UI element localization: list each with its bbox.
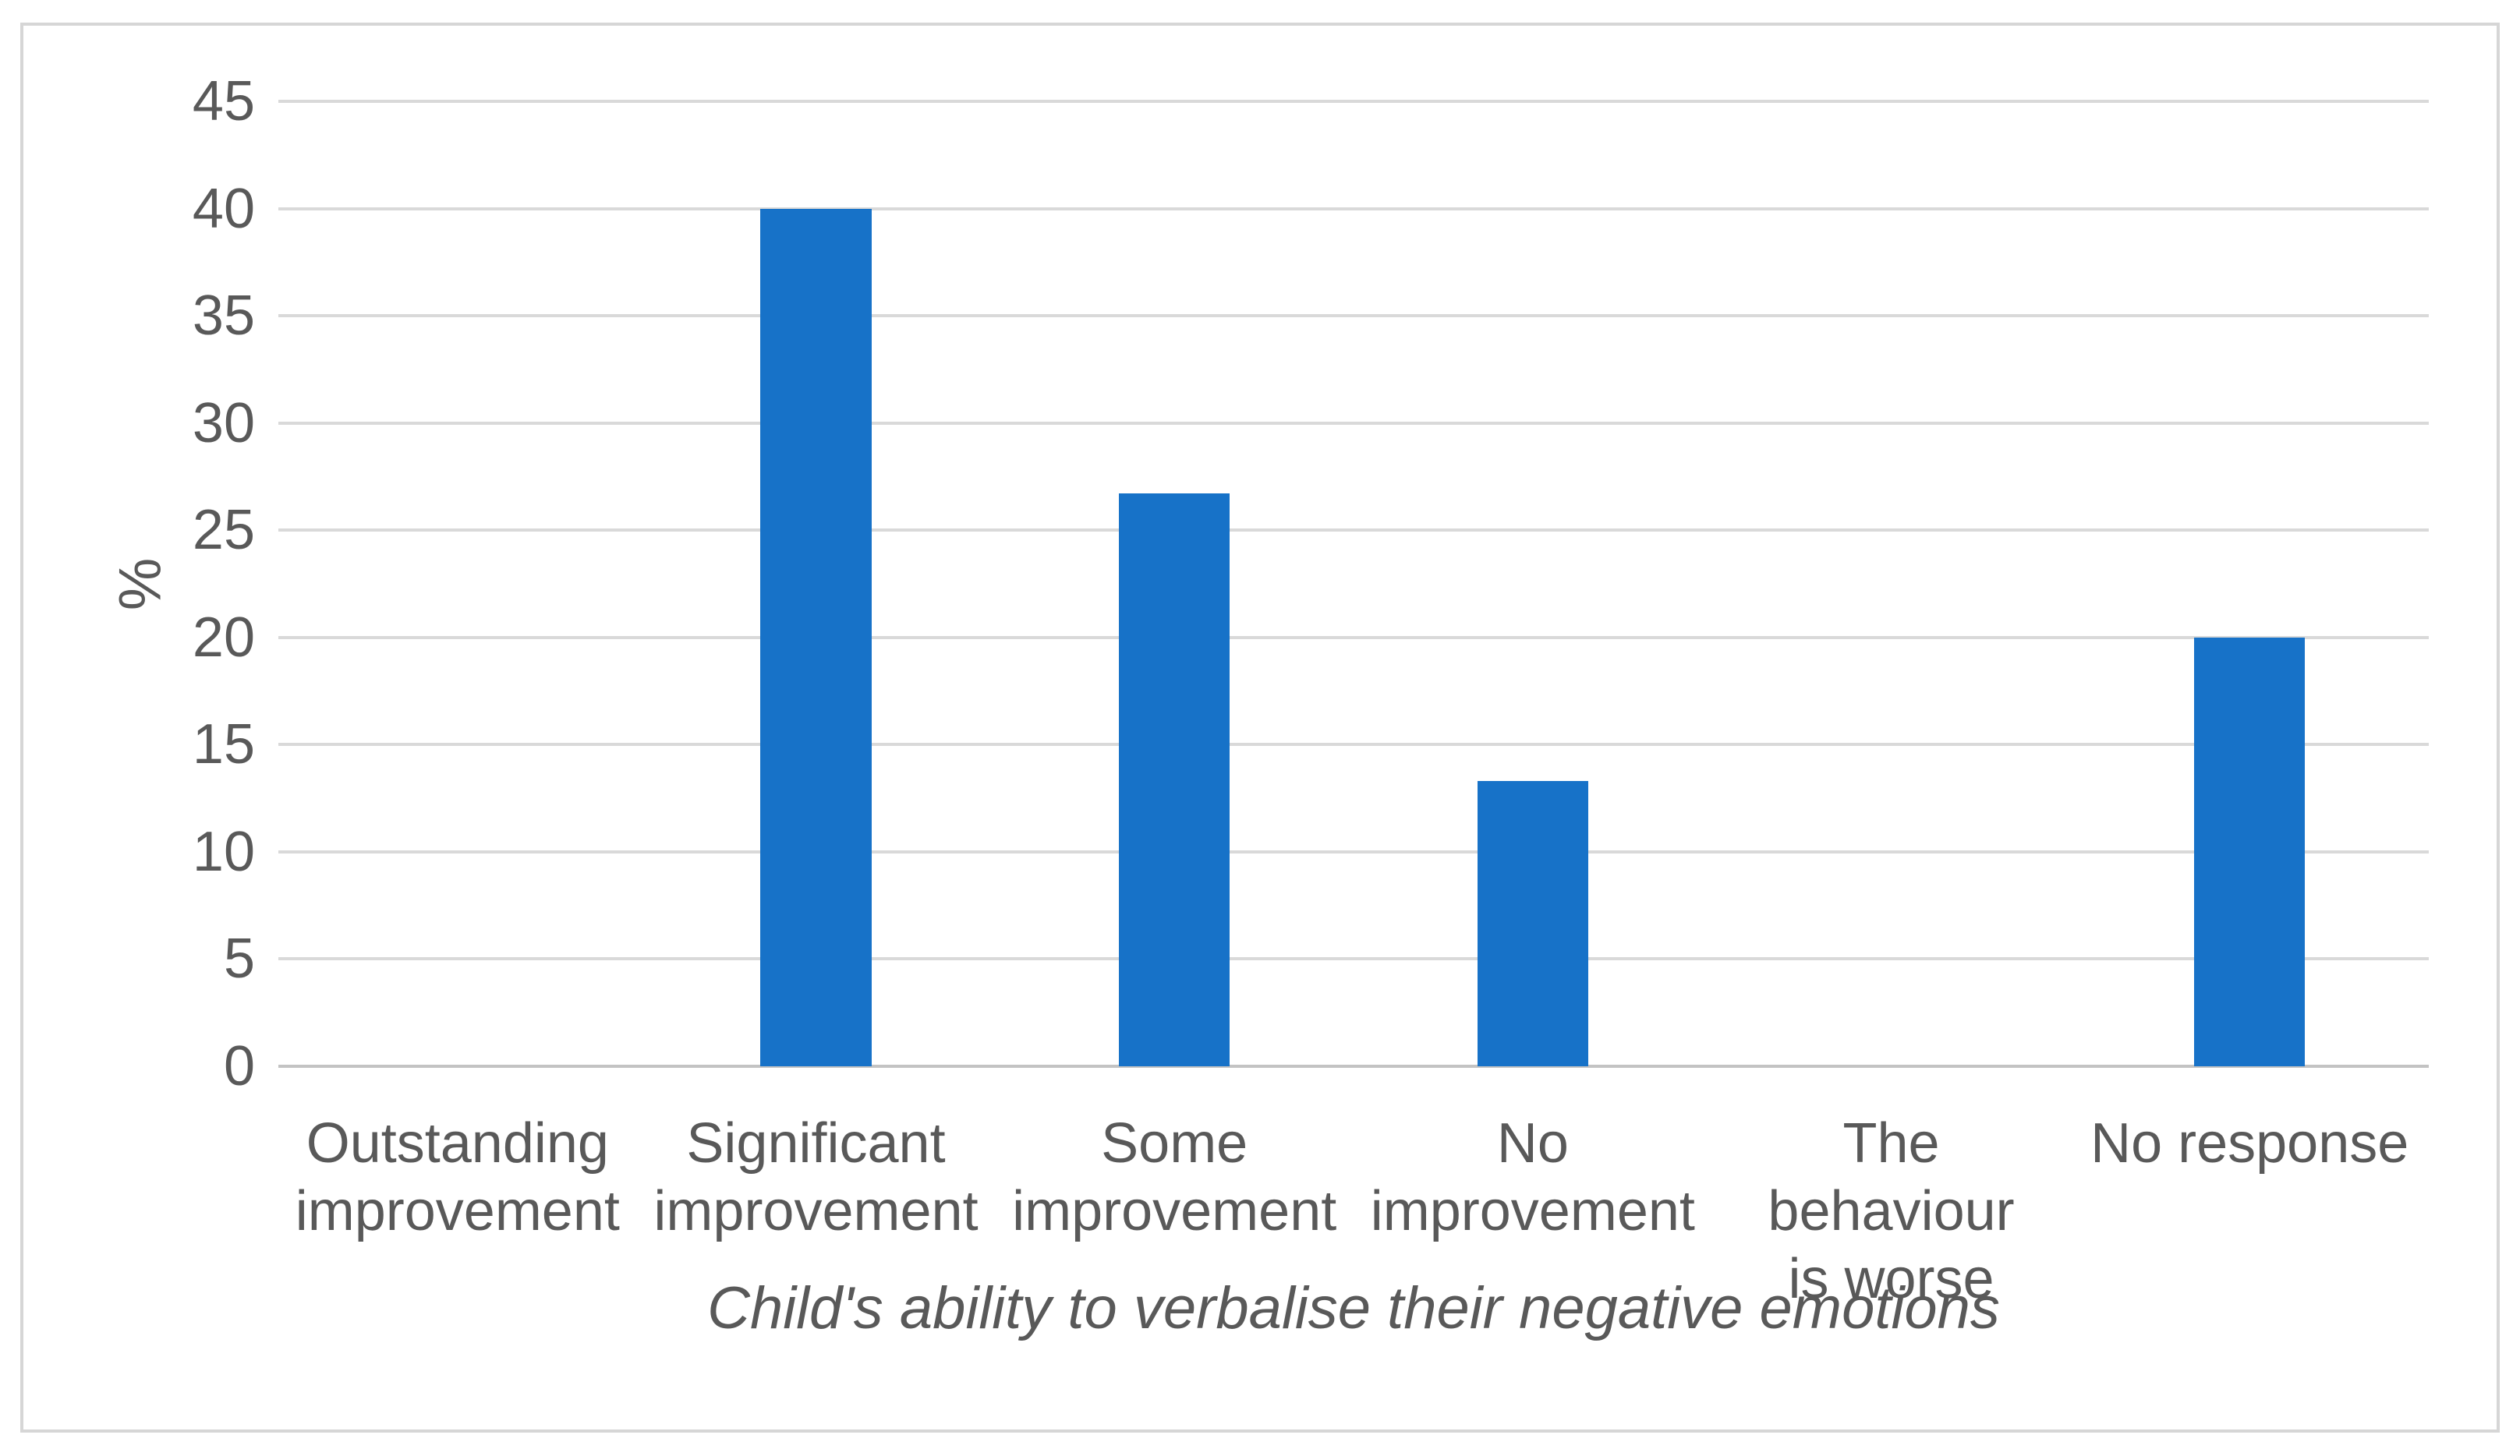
bar <box>760 208 872 1066</box>
y-tick-label: 30 <box>192 391 255 454</box>
x-axis-title: Child's ability to verbalise their negat… <box>707 1275 2000 1341</box>
bar-slot <box>278 101 637 1066</box>
x-axis-line <box>278 1065 2429 1068</box>
y-tick-label: 35 <box>192 284 255 348</box>
gridline <box>278 314 2429 318</box>
bar-slot <box>1712 101 2071 1066</box>
bar-slot <box>2070 101 2429 1066</box>
x-category-label: No improvement <box>1370 1112 1695 1242</box>
y-axis-tick-labels: 0 5 10 15 20 25 30 35 40 45 <box>0 73 255 1094</box>
gridline <box>278 421 2429 425</box>
bar-series <box>278 101 2429 1066</box>
x-category-label: The behaviour is worse <box>1768 1112 2015 1310</box>
x-category-label: Significant improvement <box>653 1112 979 1242</box>
plot-area <box>278 100 2429 1068</box>
y-tick-label: 5 <box>223 928 255 991</box>
y-tick-label: 40 <box>192 177 255 240</box>
bar <box>1118 493 1230 1066</box>
y-tick-label: 45 <box>192 70 255 133</box>
gridline <box>278 528 2429 532</box>
bar-slot <box>637 101 996 1066</box>
gridline <box>278 635 2429 639</box>
x-category-label: Outstanding improvement <box>295 1112 620 1242</box>
y-tick-label: 0 <box>223 1035 255 1097</box>
y-tick-label: 10 <box>192 820 255 883</box>
gridline <box>278 743 2429 747</box>
x-category-label: No response <box>2090 1112 2409 1175</box>
gridline <box>278 207 2429 210</box>
bar <box>1477 781 1589 1066</box>
gridline <box>278 957 2429 961</box>
chart-outer-border <box>20 23 2500 1433</box>
y-tick-label: 20 <box>192 606 255 669</box>
bar-slot <box>995 101 1354 1066</box>
x-category-label: Some improvement <box>1012 1112 1337 1242</box>
y-tick-label: 25 <box>192 499 255 562</box>
bar <box>2193 637 2306 1066</box>
bar-slot <box>1354 101 1712 1066</box>
gridline <box>278 100 2429 103</box>
y-tick-label: 15 <box>192 713 255 776</box>
gridline <box>278 850 2429 853</box>
x-axis-category-labels: Outstanding improvement Significant impro… <box>278 1110 2429 1313</box>
